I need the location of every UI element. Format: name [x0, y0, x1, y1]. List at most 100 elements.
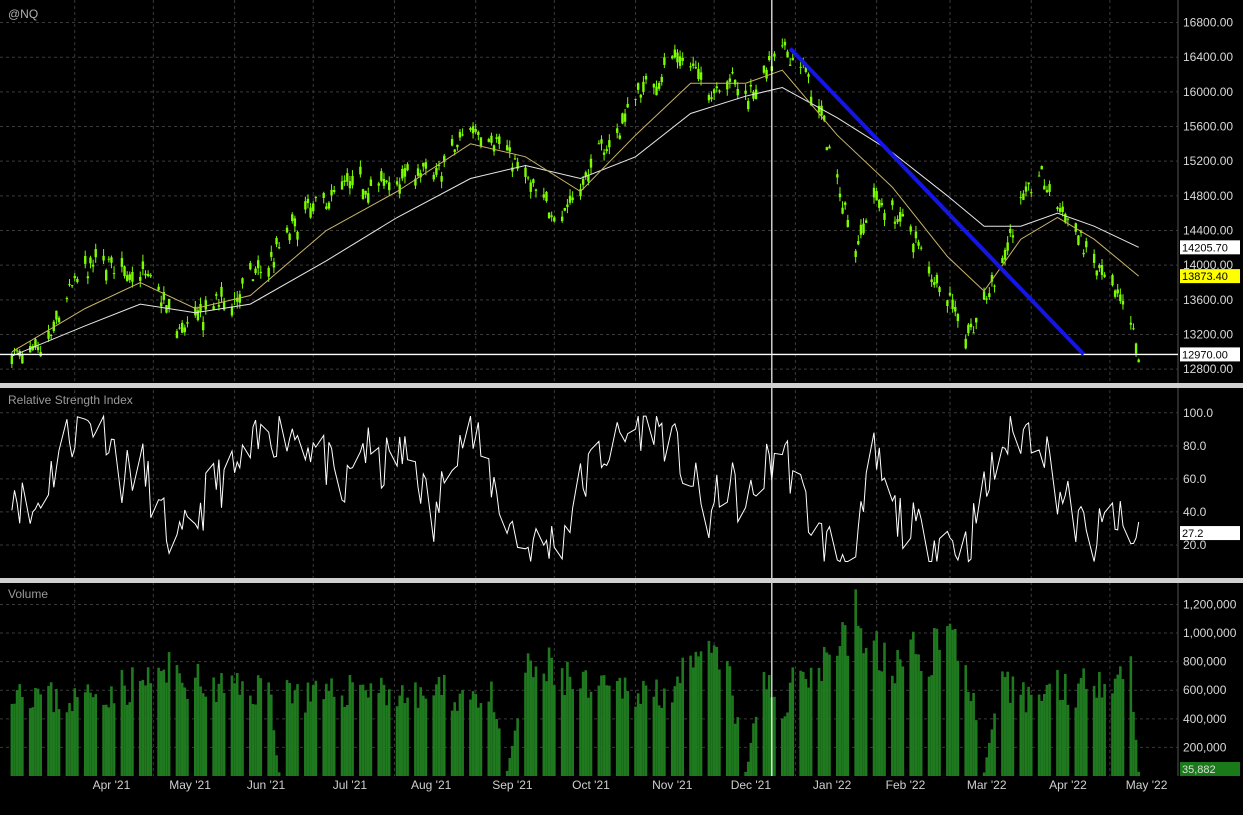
price-body [799, 66, 802, 68]
volume-bar [13, 703, 16, 776]
price-body [550, 215, 553, 217]
price-body [490, 135, 493, 143]
price-body [403, 168, 407, 177]
price-body [699, 72, 703, 80]
volume-bar [762, 672, 766, 776]
volume-bar [102, 704, 105, 776]
price-body [498, 136, 501, 144]
price-body [105, 270, 108, 281]
volume-bar [361, 684, 365, 776]
price-body [579, 189, 582, 197]
volume-bar [220, 673, 223, 776]
y-axis-label: 20.0 [1183, 538, 1207, 552]
volume-bar [18, 684, 22, 776]
volume-bar [799, 670, 802, 776]
volume-bar [382, 684, 386, 776]
price-body [946, 300, 949, 306]
price-body [123, 266, 126, 277]
price-body [736, 88, 739, 96]
volume-bar [786, 712, 789, 776]
volume-bar [414, 682, 417, 776]
pane-divider[interactable] [0, 383, 1243, 388]
price-body [414, 178, 417, 186]
price-body [398, 184, 401, 194]
volume-bar [435, 684, 438, 776]
volume-bar [974, 720, 978, 776]
price-body [747, 100, 750, 110]
volume-bar [526, 653, 530, 776]
price-body [351, 176, 354, 186]
y-axis-label: 15200.00 [1183, 154, 1233, 168]
volume-bar [725, 660, 729, 776]
volume-bar [21, 697, 24, 776]
price-body [828, 146, 831, 149]
y-axis-label: 16000.00 [1183, 85, 1233, 99]
price-body [707, 95, 711, 101]
volume-bar [123, 685, 126, 776]
price-body [128, 274, 131, 280]
price-body [951, 299, 954, 310]
volume-bar [327, 690, 331, 776]
price-body [453, 149, 456, 152]
volume-bar [707, 640, 711, 776]
price-body [327, 202, 331, 209]
pane-divider[interactable] [0, 578, 1243, 583]
price-body [474, 129, 477, 132]
volume-bar [579, 688, 582, 776]
x-axis-label: May '22 [1126, 778, 1168, 792]
volume-bar [605, 685, 609, 776]
volume-bar [345, 705, 349, 776]
y-axis-label: 16800.00 [1183, 16, 1233, 30]
volume-bar [138, 681, 142, 776]
price-body [343, 180, 346, 182]
price-body [859, 224, 863, 235]
volume-bar [424, 698, 428, 776]
volume-bar [718, 669, 721, 776]
price-body [36, 346, 40, 351]
volume-bar [909, 639, 913, 776]
volume-bar [31, 707, 35, 776]
price-body [909, 226, 912, 232]
price-body [272, 262, 276, 268]
price-body [608, 140, 611, 148]
price-body [131, 271, 134, 282]
price-body [825, 147, 829, 151]
price-body [160, 302, 163, 307]
volume-bar [602, 675, 606, 776]
price-body [49, 334, 53, 336]
price-body [534, 189, 538, 191]
price-body [862, 223, 865, 234]
volume-bar [364, 690, 367, 776]
volume-bar [660, 707, 664, 776]
price-body [988, 293, 991, 298]
volume-bar [1134, 739, 1138, 776]
volume-bar [490, 681, 493, 776]
price-body [1064, 213, 1067, 223]
volume-bar [639, 703, 643, 776]
volume-bar [780, 718, 784, 776]
price-body [652, 83, 656, 88]
volume-bar [55, 689, 58, 776]
last-label-hline: 12970.00 [1180, 347, 1240, 362]
volume-bar [471, 691, 475, 776]
volume-bar [843, 625, 847, 776]
price-body [369, 179, 373, 186]
volume-bar [332, 696, 336, 776]
price-body [809, 96, 813, 106]
volume-bar [149, 683, 153, 776]
y-axis-label: 13200.00 [1183, 327, 1233, 341]
price-body [765, 69, 768, 79]
y-axis-label: 60.0 [1183, 472, 1207, 486]
price-body [73, 275, 76, 279]
volume-bar [681, 657, 685, 776]
price-body [914, 231, 918, 239]
volume-bar [935, 628, 939, 776]
price-body [241, 278, 244, 284]
price-body [636, 83, 640, 90]
volume-bar [1077, 683, 1080, 776]
rsi-pane-title: Relative Strength Index [8, 393, 133, 407]
indicator-lines [0, 0, 1178, 776]
volume-bar [948, 623, 952, 776]
